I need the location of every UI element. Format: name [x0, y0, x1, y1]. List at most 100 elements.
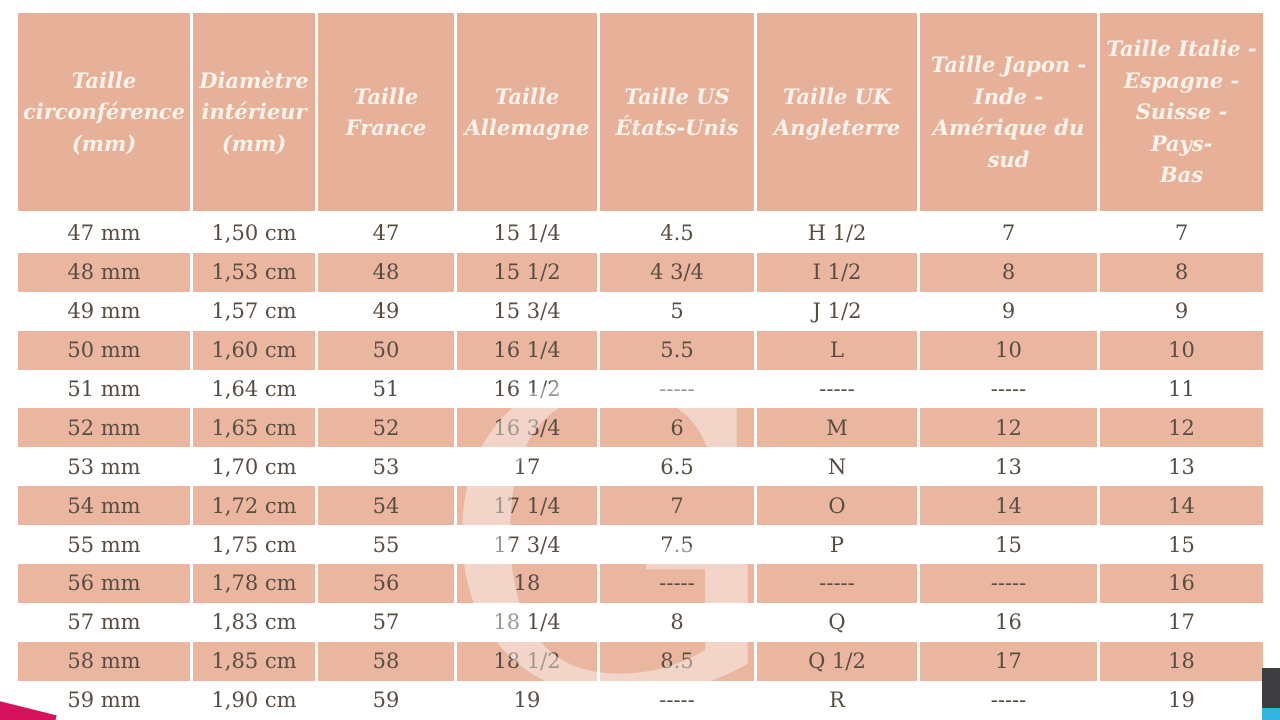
table-cell: -----: [920, 564, 1097, 603]
column-header-italy-spain-swiss-netherlands: Taille Italie - Espagne - Suisse - Pays-…: [1100, 13, 1263, 211]
table-cell: 49 mm: [67, 299, 141, 324]
table-cell: 11: [1168, 377, 1195, 401]
table-cell: 16 1/4: [457, 330, 597, 370]
table-cell: 1,60 cm: [193, 330, 315, 370]
table-cell: -----: [600, 564, 754, 603]
table-cell: 16: [995, 610, 1022, 635]
table-cell: 10: [920, 330, 1097, 370]
table-cell: Q: [828, 610, 846, 635]
table-cell: 17: [1168, 610, 1195, 635]
table-cell: 14: [920, 486, 1097, 526]
table-cell: 59: [372, 688, 400, 713]
table-cell: 58 mm: [18, 641, 190, 681]
table-cell: 1,64 cm: [211, 377, 297, 401]
table-cell: 15: [1168, 532, 1195, 557]
table-cell: 18 1/4: [493, 610, 561, 635]
table-cell: 1,65 cm: [193, 408, 315, 448]
table-cell: 7.5: [660, 532, 694, 557]
table-cell: 1,50 cm: [211, 221, 297, 246]
column-header-inner-diameter: Diamètre intérieur (mm): [193, 13, 315, 211]
table-cell: 9: [1001, 299, 1016, 324]
table-cell: -----: [990, 688, 1027, 713]
table-cell: 58: [318, 641, 454, 681]
table-cell: 1,70 cm: [211, 454, 297, 479]
table-cell: -----: [659, 688, 695, 713]
column-header-france: Taille France: [318, 13, 454, 211]
table-cell: 15 1/2: [457, 252, 597, 292]
table-cell: 50 mm: [18, 330, 190, 370]
table-cell: 13: [995, 454, 1022, 479]
table-cell: R: [829, 688, 845, 713]
table-cell: 12: [1100, 408, 1263, 448]
table-cell: 14: [1100, 486, 1263, 526]
table-cell: 9: [1174, 299, 1189, 324]
table-cell: 53 mm: [67, 454, 141, 479]
table-cell: 13: [1168, 454, 1195, 479]
corner-accent-cyan: [1262, 708, 1280, 720]
table-cell: 15 3/4: [493, 299, 561, 324]
table-cell: 53: [372, 454, 400, 479]
table-cell: 54 mm: [18, 486, 190, 526]
table-cell: 49: [372, 299, 400, 324]
table-cell: 50: [318, 330, 454, 370]
corner-accent-dark: [1262, 668, 1280, 708]
column-header-uk: Taille UK Angleterre: [757, 13, 917, 211]
table-cell: 55: [372, 532, 400, 557]
table-cell: 48: [318, 252, 454, 292]
table-cell: 7: [600, 486, 754, 526]
table-cell: 7: [1174, 221, 1189, 246]
table-cell: 10: [1100, 330, 1263, 370]
column-header-japan-india-south-america: Taille Japon - Inde - Amérique du sud: [920, 13, 1097, 211]
table-cell: 8: [920, 252, 1097, 292]
table-cell: 1,78 cm: [193, 564, 315, 603]
table-cell: L: [757, 330, 917, 370]
table-cell: M: [757, 408, 917, 448]
table-cell: 6.5: [660, 454, 694, 479]
table-cell: N: [827, 454, 847, 479]
table-cell: 1,53 cm: [193, 252, 315, 292]
table-cell: 52 mm: [18, 408, 190, 448]
table-cell: 16: [1100, 564, 1263, 603]
column-header-germany: Taille Allemagne: [457, 13, 597, 211]
table-cell: I 1/2: [757, 252, 917, 292]
table-cell: 55 mm: [67, 532, 141, 557]
table-cell: -----: [757, 564, 917, 603]
table-cell: 12: [920, 408, 1097, 448]
table-cell: 15 1/4: [493, 221, 561, 246]
table-cell: 1,83 cm: [211, 610, 297, 635]
table-cell: 1,85 cm: [193, 641, 315, 681]
table-cell: J 1/2: [812, 299, 862, 324]
table-cell: 16 3/4: [457, 408, 597, 448]
table-cell: 57 mm: [67, 610, 141, 635]
table-cell: O: [757, 486, 917, 526]
table-cell: 51: [372, 377, 400, 401]
table-cell: 17 3/4: [493, 532, 561, 557]
table-cell: 17: [920, 641, 1097, 681]
table-cell: 8.5: [600, 641, 754, 681]
table-cell: 56 mm: [18, 564, 190, 603]
table-cell: -----: [990, 377, 1027, 401]
table-cell: 17 1/4: [457, 486, 597, 526]
table-cell: 5: [670, 299, 684, 324]
table-cell: 54: [318, 486, 454, 526]
column-header-circumference: Taille circonférence (mm): [18, 13, 190, 211]
table-cell: 17: [513, 454, 541, 479]
table-cell: 19: [513, 688, 541, 713]
table-cell: 19: [1168, 688, 1195, 713]
table-cell: -----: [819, 377, 855, 401]
table-cell: 1,90 cm: [211, 688, 297, 713]
table-cell: 8: [670, 610, 684, 635]
table-cell: 5.5: [600, 330, 754, 370]
table-cell: Q 1/2: [757, 641, 917, 681]
table-cell: 18: [457, 564, 597, 603]
table-cell: 56: [318, 564, 454, 603]
table-cell: 16 1/2: [493, 377, 561, 401]
table-cell: 59 mm: [67, 688, 141, 713]
table-cell: 4.5: [660, 221, 694, 246]
table-cell: 57: [372, 610, 400, 635]
table-cell: 47: [372, 221, 400, 246]
table-cell: -----: [659, 377, 695, 401]
table-cell: 18 1/2: [457, 641, 597, 681]
table-cell: 48 mm: [18, 252, 190, 292]
